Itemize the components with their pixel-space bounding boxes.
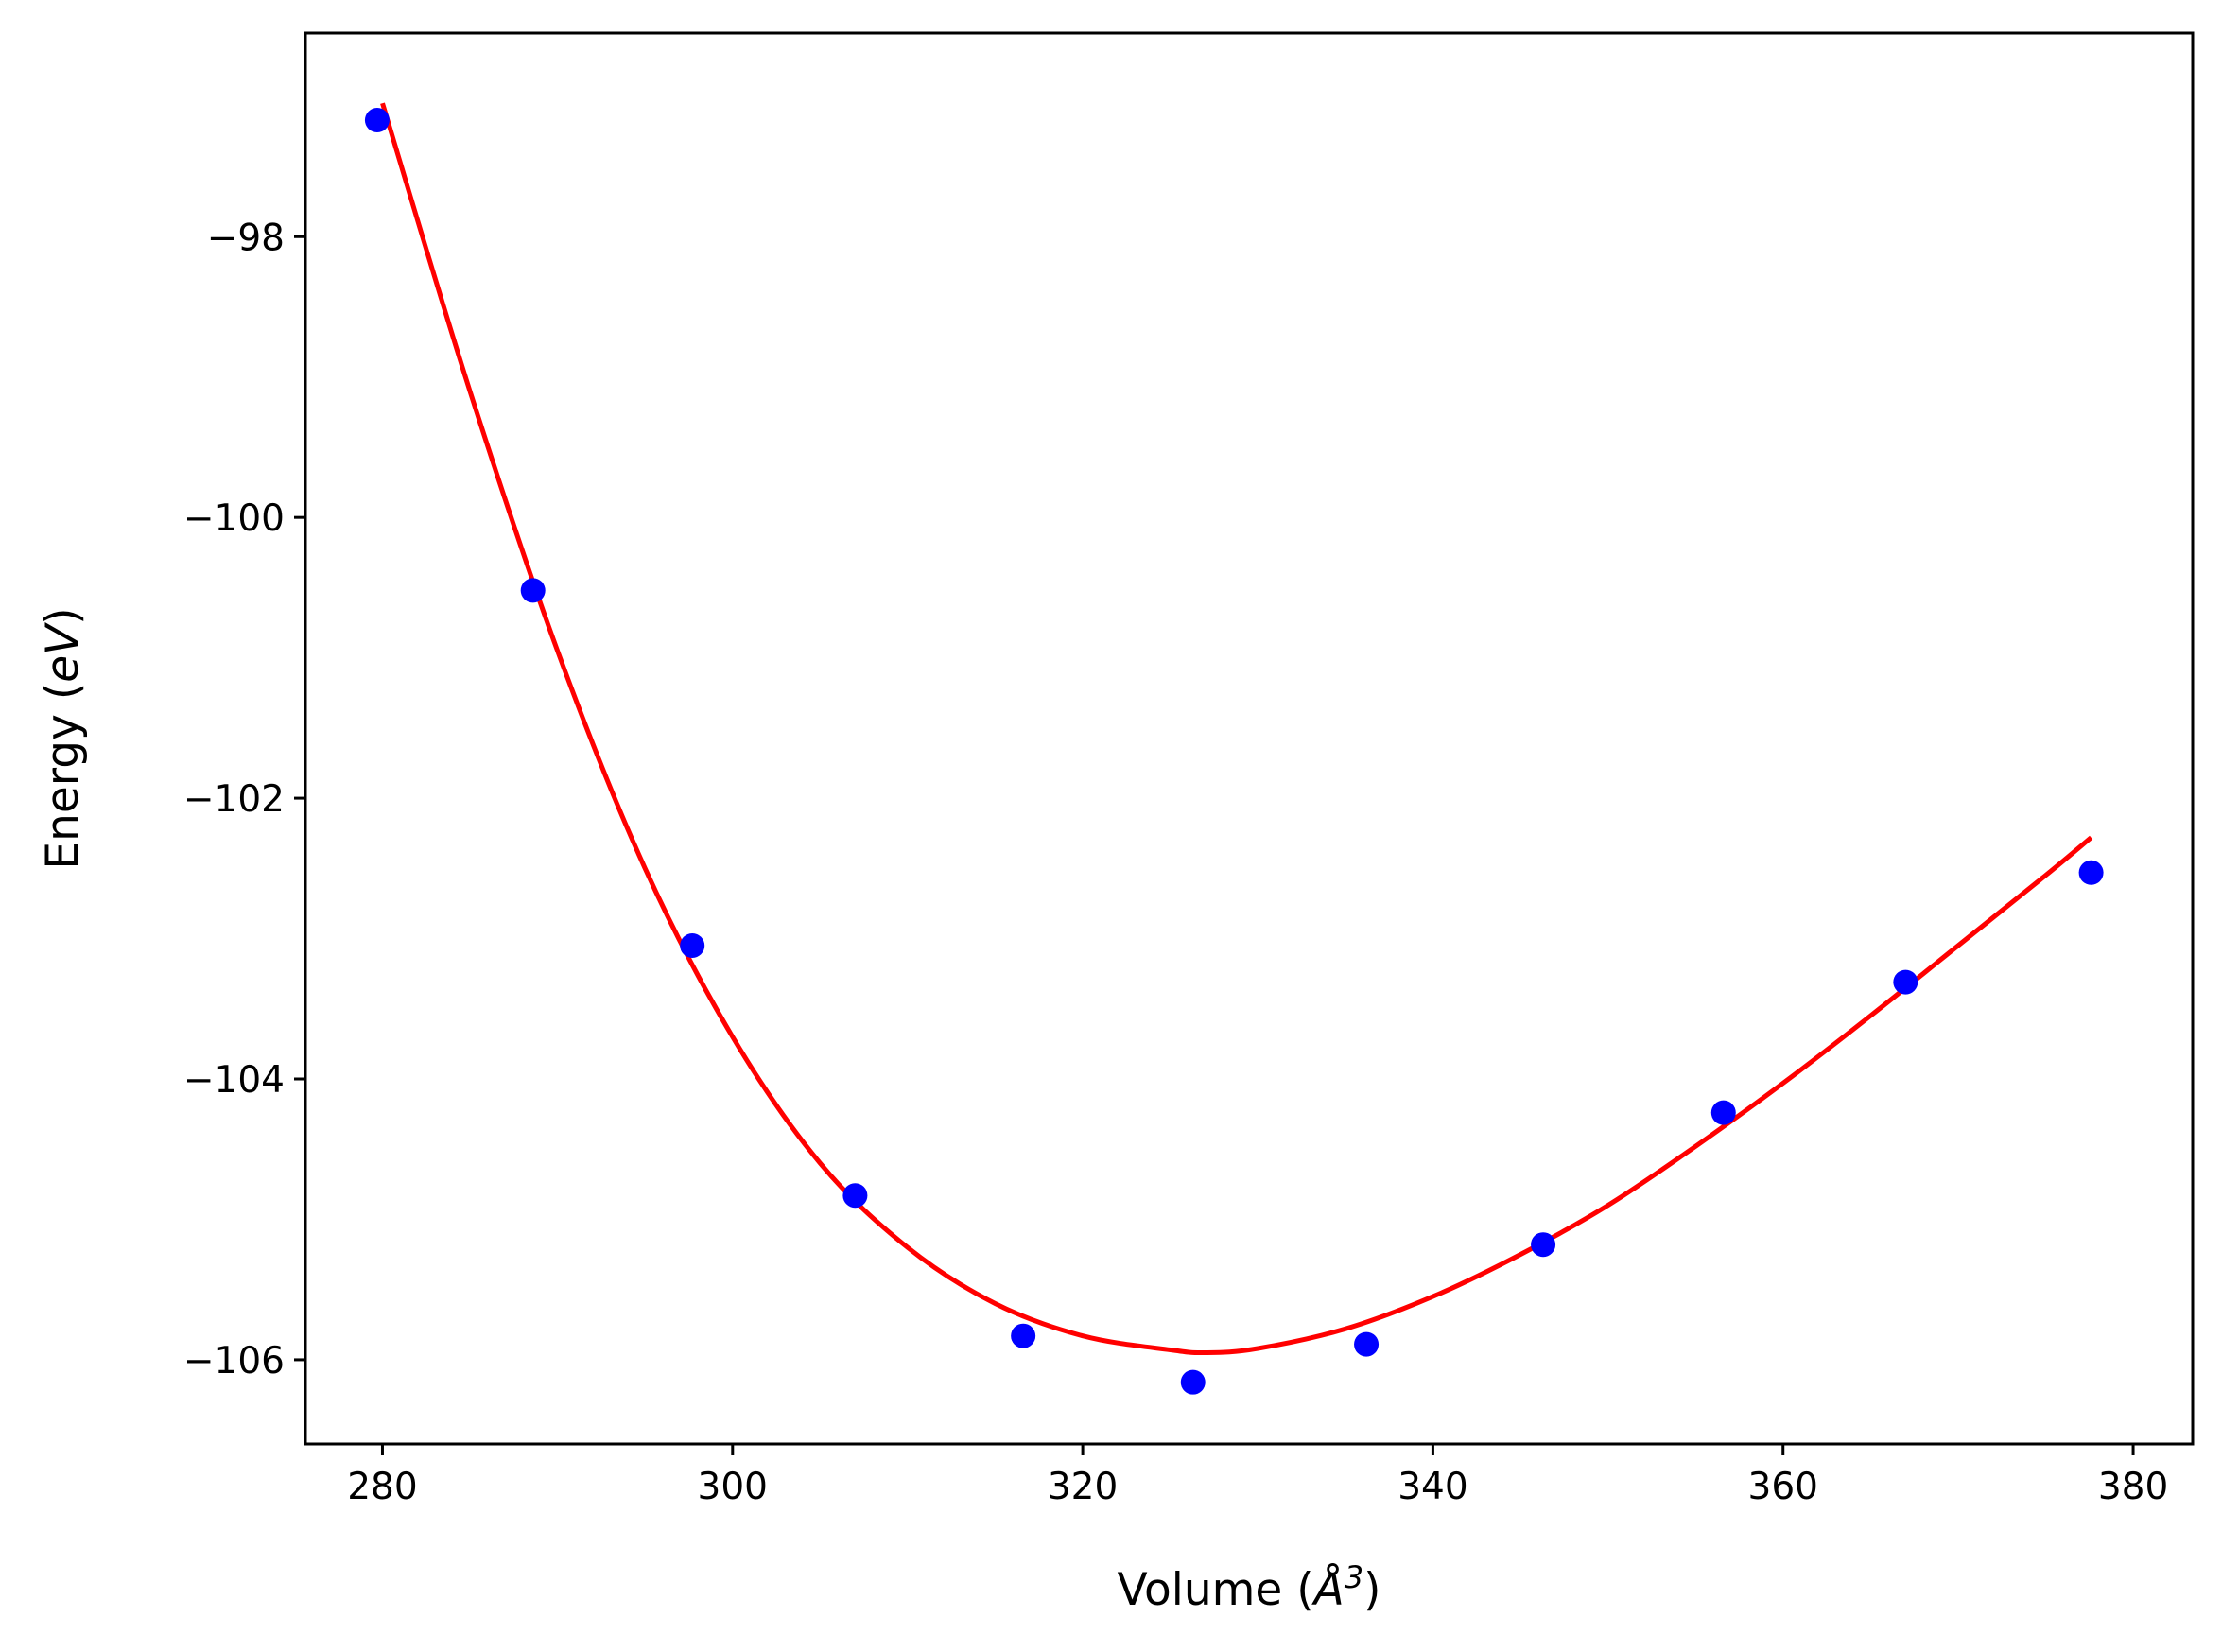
x-tick-label: 360 (1748, 1466, 1818, 1508)
data-point (1180, 1369, 1206, 1395)
y-axis-label: Energy (eV) (37, 607, 89, 869)
data-point (842, 1183, 868, 1209)
data-point (680, 932, 705, 958)
x-tick-label: 380 (2098, 1466, 2168, 1508)
y-tick-label: −102 (183, 778, 285, 821)
data-point (2078, 860, 2104, 885)
fit-curve (380, 102, 2093, 1356)
data-point (1893, 969, 1918, 995)
data-point (1710, 1100, 1736, 1125)
ticks-layer: 280 300 320 340 360 380 −106 −104 −102 −100 −98 (183, 217, 2168, 1508)
x-tick-label: 300 (698, 1466, 768, 1508)
y-tick-label: −100 (183, 497, 285, 540)
data-point (520, 578, 546, 603)
data-point (1354, 1331, 1380, 1357)
x-axis-label: Volume (Å3) (1118, 1559, 1381, 1616)
y-tick-label: −98 (207, 217, 285, 259)
x-tick-label: 340 (1397, 1466, 1467, 1508)
x-tick-label: 320 (1048, 1466, 1118, 1508)
y-tick-label: −104 (183, 1059, 285, 1102)
x-tick-label: 280 (347, 1466, 417, 1508)
series-layer (364, 102, 2104, 1395)
y-tick-label: −106 (183, 1340, 285, 1382)
data-point (364, 108, 390, 133)
plot-frame (304, 31, 2195, 1446)
data-point (1011, 1323, 1036, 1348)
data-point (1531, 1232, 1556, 1258)
